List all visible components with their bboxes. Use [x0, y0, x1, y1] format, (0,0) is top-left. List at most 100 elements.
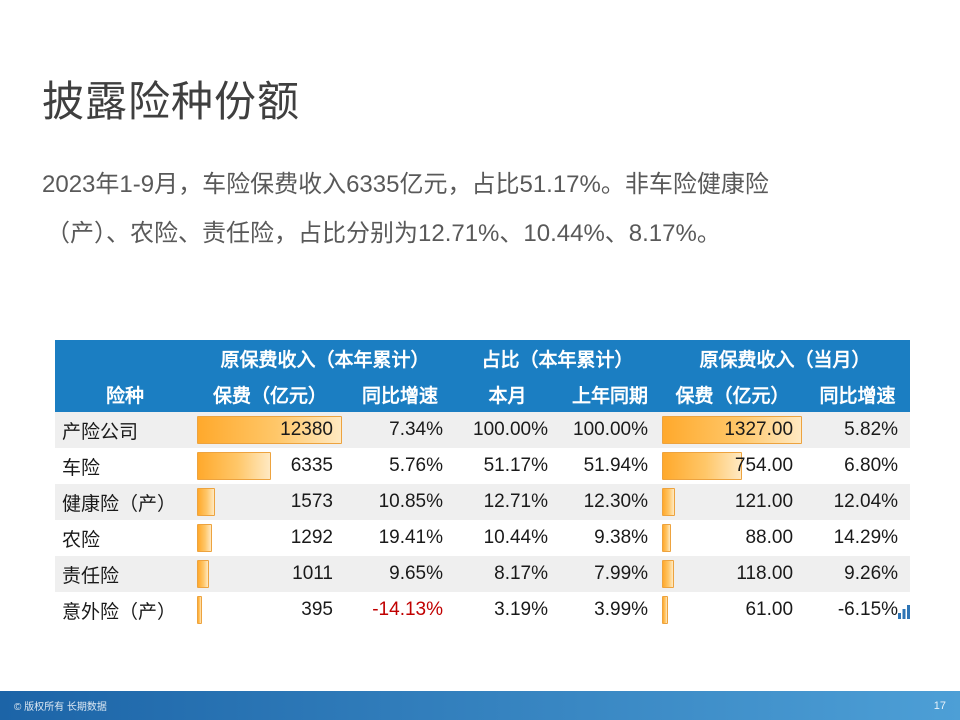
value-cell: 3.99% [560, 592, 660, 628]
value-cell-with-bar: 12380 [195, 412, 345, 448]
table-row: 意外险（产） 395 -14.13% 3.19% 3.99% 61.00 -6.15% [55, 592, 910, 628]
data-bar-track [197, 488, 342, 516]
value-cell-with-bar: 1011 [195, 556, 345, 592]
data-bar-track [662, 488, 802, 516]
col-header-ytd-yoy: 同比增速 [345, 376, 456, 412]
group-header-ytd-premium: 原保费收入（本年累计） [195, 340, 456, 376]
value-cell: 5.82% [805, 412, 910, 448]
col-header-month-yoy: 同比增速 [805, 376, 911, 412]
cell-value: 9.38% [594, 527, 649, 548]
cell-value: 9.26% [844, 563, 899, 584]
table-row: 产险公司 12380 7.34% 100.00% 100.00% 1327.00 5.82% [55, 412, 911, 448]
table-row: 农险 1292 19.41% 10.44% 9.38% 88.00 14.29% [55, 520, 910, 556]
body-line-2: （产）、农险、责任险，占比分别为12.71%、10.44%、8.17%。 [46, 220, 721, 247]
table-row: 健康险（产） 1573 10.85% 12.71% 12.30% 121.00 12.04% [55, 484, 911, 520]
row-label: 健康险（产） [62, 493, 177, 515]
data-bar [662, 488, 675, 516]
col-header-share-month: 本月 [455, 376, 561, 412]
row-label: 农险 [62, 529, 101, 551]
cell-value: 100.00% [473, 419, 549, 440]
value-cell: 6.80% [805, 448, 910, 484]
data-bar-track [197, 452, 342, 480]
data-table: 原保费收入（本年累计） 占比（本年累计） 原保费收入（当月） 险种 保费（亿元）… [55, 340, 911, 628]
cell-value: 1011 [292, 563, 333, 584]
value-cell: 9.65% [345, 556, 455, 592]
value-cell: 12.71% [455, 484, 560, 520]
table-row: 车险 6335 5.76% 51.17% 51.94% 754.00 6.80% [55, 448, 910, 484]
page-number: 17 [933, 699, 946, 712]
data-bar [662, 416, 803, 444]
col-header-month-premium: 保费（亿元） [660, 376, 806, 412]
cell-value: 61.00 [745, 599, 794, 620]
value-cell: 9.26% [805, 556, 910, 592]
footer-copyright: © 版权所有 长期数据 [14, 702, 107, 713]
col-header-share-prev: 上年同期 [560, 376, 661, 412]
value-cell: 14.29% [805, 520, 910, 556]
data-bar-track [197, 560, 342, 588]
page-title: 披露险种份额 [42, 78, 301, 125]
cell-value: -14.13% [372, 599, 444, 620]
data-bar-track [662, 416, 803, 444]
table-column-header-row: 险种 保费（亿元） 同比增速 本月 上年同期 保费（亿元） 同比增速 [55, 376, 911, 412]
value-cell: 10.44% [455, 520, 560, 556]
row-label: 产险公司 [62, 421, 139, 443]
value-cell-with-bar: 118.00 [660, 556, 805, 592]
mini-chart-icon [898, 605, 910, 619]
value-cell-with-bar: 754.00 [660, 448, 805, 484]
col-header-ytd-premium: 保费（亿元） [195, 376, 345, 412]
value-cell: 19.41% [345, 520, 455, 556]
body-line-1: 2023年1-9月，车险保费收入6335亿元，占比51.17%。非车险健康险 [42, 171, 769, 198]
cell-value: 395 [301, 599, 333, 620]
cell-value: 754.00 [734, 455, 794, 476]
value-cell-with-bar: 1327.00 [660, 412, 805, 448]
footer-bar: © 版权所有 长期数据 17 [0, 691, 960, 720]
value-cell-with-bar: 121.00 [660, 484, 805, 520]
value-cell: -6.15% [805, 592, 910, 628]
table-group-header-row: 原保费收入（本年累计） 占比（本年累计） 原保费收入（当月） [55, 340, 911, 376]
data-bar [197, 452, 272, 480]
cell-value: 8.17% [494, 563, 549, 584]
value-cell-with-bar: 395 [195, 592, 345, 628]
value-cell: 51.17% [455, 448, 560, 484]
data-bar [662, 560, 675, 588]
value-cell: 9.38% [560, 520, 660, 556]
row-label: 责任险 [62, 565, 120, 587]
value-cell: 12.30% [560, 484, 660, 520]
value-cell: -14.13% [345, 592, 455, 628]
cell-value: 88.00 [745, 527, 794, 548]
value-cell: 51.94% [560, 448, 660, 484]
cell-value: 6335 [290, 455, 333, 476]
row-label: 意外险（产） [62, 601, 177, 623]
cell-value: 12.04% [833, 491, 899, 512]
group-header-month-premium: 原保费收入（当月） [660, 340, 911, 376]
cell-value: 1327.00 [724, 419, 794, 440]
cell-value: 100.00% [573, 419, 649, 440]
value-cell: 12.04% [805, 484, 910, 520]
cell-value: 10.44% [483, 527, 549, 548]
data-bar-track [197, 524, 342, 552]
table-body: 产险公司 12380 7.34% 100.00% 100.00% 1327.00 5.82%… [55, 412, 911, 628]
data-bar [197, 488, 216, 516]
data-bar-track [662, 524, 802, 552]
cell-value: 19.41% [378, 527, 444, 548]
value-cell-with-bar: 88.00 [660, 520, 805, 556]
value-cell: 7.34% [345, 412, 455, 448]
cell-value: 51.94% [583, 455, 649, 476]
value-cell-with-bar: 6335 [195, 448, 345, 484]
cell-value: 1573 [290, 491, 333, 512]
data-bar [662, 524, 672, 552]
cell-value: 14.29% [833, 527, 899, 548]
cell-value: 3.99% [594, 599, 649, 620]
cell-value: 6.80% [844, 455, 899, 476]
cell-value: 7.99% [594, 563, 649, 584]
data-bar-track [197, 596, 342, 624]
row-label: 车险 [62, 457, 101, 479]
value-cell: 100.00% [455, 412, 560, 448]
group-header-empty [55, 340, 195, 376]
cell-value: 3.19% [494, 599, 549, 620]
table-row: 责任险 1011 9.65% 8.17% 7.99% 118.00 9.26% [55, 556, 911, 592]
cell-value: 7.34% [389, 419, 444, 440]
data-bar-track [662, 560, 802, 588]
cell-value: 12380 [280, 419, 333, 440]
value-cell-with-bar: 61.00 [660, 592, 805, 628]
